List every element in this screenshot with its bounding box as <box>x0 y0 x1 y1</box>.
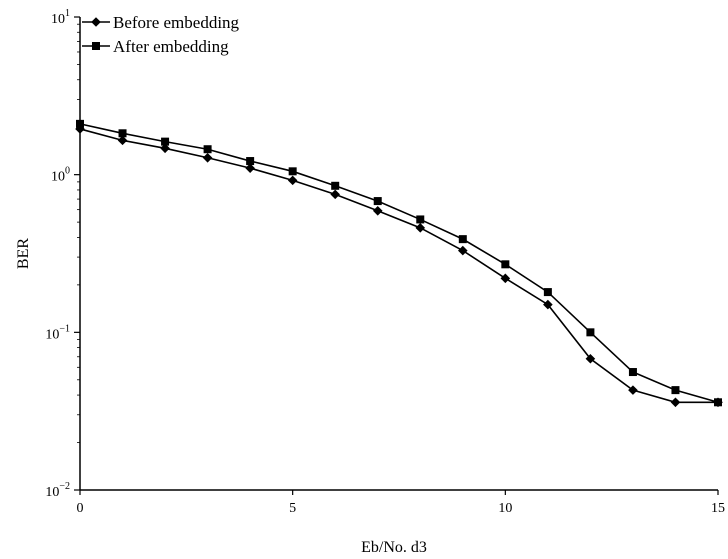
series-0 <box>75 124 723 408</box>
x-tick-label: 0 <box>77 501 84 516</box>
data-point <box>501 260 510 269</box>
data-point <box>543 299 553 310</box>
data-point <box>458 245 468 256</box>
series-1 <box>76 119 722 407</box>
legend: Before embedding After embedding <box>82 13 240 56</box>
series-layer <box>75 119 723 408</box>
data-point <box>75 124 85 134</box>
data-point <box>670 397 681 408</box>
x-tick-label: 10 <box>498 501 512 516</box>
legend-item-1: After embedding <box>82 37 229 56</box>
data-point <box>628 385 638 395</box>
data-point <box>415 223 426 233</box>
y-axis-label: BER <box>15 238 32 269</box>
data-point <box>500 273 511 284</box>
ticks: 0 5 10 15 101 100 10−1 10−2 <box>45 8 725 516</box>
x-axis-label: Eb/No. d3 <box>361 539 427 556</box>
series-line <box>79 123 719 404</box>
y-tick-label: 10−2 <box>45 481 70 500</box>
data-point <box>671 386 680 395</box>
data-point <box>585 353 596 364</box>
data-point <box>416 215 425 224</box>
data-point <box>203 145 212 154</box>
y-tick-label: 101 <box>51 8 70 27</box>
data-point <box>245 163 255 173</box>
data-point <box>160 143 170 154</box>
data-point <box>161 137 170 146</box>
x-tick-label: 15 <box>711 501 725 516</box>
data-point <box>586 328 595 337</box>
series-line <box>79 128 718 404</box>
data-point <box>373 197 382 206</box>
legend-marker <box>92 42 100 50</box>
axes <box>79 17 718 491</box>
data-point <box>628 368 637 377</box>
data-point <box>372 205 383 216</box>
y-tick-label: 10−1 <box>45 323 70 342</box>
data-point <box>202 152 213 163</box>
data-point <box>246 157 255 166</box>
data-point <box>118 129 127 138</box>
legend-item-0: Before embedding <box>82 13 240 32</box>
data-point <box>330 189 340 200</box>
data-point <box>331 181 340 190</box>
data-point <box>714 398 722 407</box>
data-point <box>458 235 467 244</box>
y-tick-label: 100 <box>51 166 70 185</box>
data-point <box>76 119 84 128</box>
legend-label: After embedding <box>113 37 229 56</box>
data-point <box>543 288 552 297</box>
data-point <box>288 167 297 176</box>
data-point <box>117 135 128 146</box>
x-tick-label: 5 <box>289 501 296 516</box>
legend-label: Before embedding <box>113 13 240 32</box>
data-point <box>287 175 298 186</box>
legend-marker <box>91 17 101 27</box>
